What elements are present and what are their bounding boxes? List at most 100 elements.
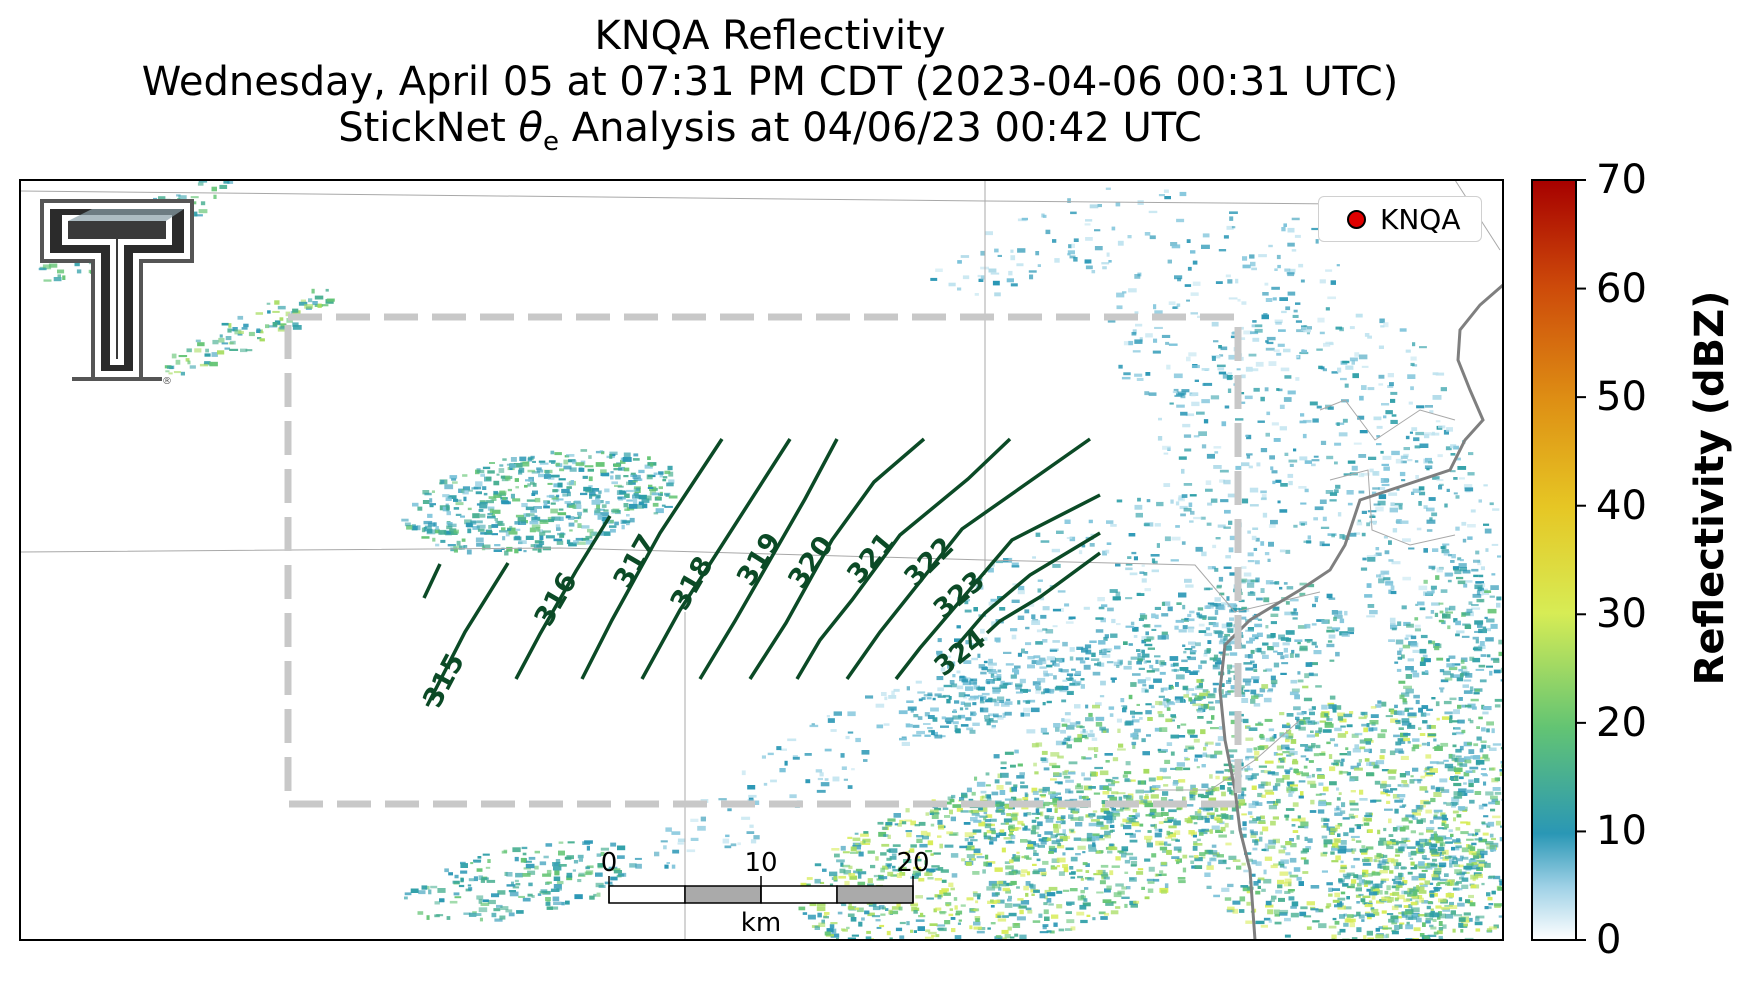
radar-echo xyxy=(1064,769,1069,773)
radar-echo xyxy=(1402,804,1407,807)
radar-echo xyxy=(919,843,928,848)
radar-echo xyxy=(280,323,287,328)
radar-echo xyxy=(1134,504,1143,510)
radar-echo xyxy=(1218,640,1226,645)
radar-echo xyxy=(1390,590,1397,595)
radar-echo xyxy=(1095,716,1105,721)
radar-echo xyxy=(1080,878,1084,881)
radar-echo xyxy=(1123,824,1132,830)
radar-echo xyxy=(1308,760,1314,763)
radar-echo xyxy=(1206,522,1212,526)
radar-echo xyxy=(1056,857,1066,863)
radar-echo xyxy=(898,710,908,715)
radar-echo xyxy=(1188,502,1193,507)
radar-echo xyxy=(1116,499,1123,503)
radar-echo xyxy=(1076,783,1081,787)
radar-echo xyxy=(1279,909,1289,914)
radar-echo xyxy=(1288,896,1295,901)
radar-echo xyxy=(1356,521,1363,526)
radar-echo xyxy=(1049,847,1057,853)
radar-echo xyxy=(1467,472,1475,476)
radar-echo xyxy=(1461,671,1470,676)
radar-echo xyxy=(1198,623,1205,627)
radar-echo xyxy=(1438,898,1447,903)
radar-echo xyxy=(653,472,658,476)
radar-echo xyxy=(860,833,869,837)
radar-echo xyxy=(596,508,605,511)
radar-echo xyxy=(573,540,579,544)
radar-echo xyxy=(819,772,824,777)
radar-echo xyxy=(1264,387,1269,392)
radar-echo xyxy=(1472,657,1481,663)
radar-echo xyxy=(961,794,968,799)
radar-echo xyxy=(1288,889,1295,892)
radar-echo xyxy=(1410,642,1419,648)
radar-echo xyxy=(1265,668,1273,672)
radar-echo xyxy=(1465,899,1471,904)
radar-echo xyxy=(448,495,457,499)
radar-echo xyxy=(1306,332,1310,335)
radar-echo xyxy=(1192,846,1198,851)
radar-echo xyxy=(1344,848,1353,853)
radar-echo xyxy=(948,882,954,887)
radar-echo xyxy=(1389,617,1396,622)
radar-echo xyxy=(1405,349,1411,353)
radar-echo xyxy=(831,848,840,851)
radar-echo xyxy=(1399,694,1405,700)
radar-echo xyxy=(1273,607,1279,610)
radar-echo xyxy=(585,866,590,870)
radar-echo xyxy=(1202,752,1208,757)
radar-echo xyxy=(633,453,639,457)
radar-echo xyxy=(546,869,552,875)
radar-echo xyxy=(1478,628,1487,634)
radar-echo xyxy=(926,897,934,900)
radar-echo xyxy=(1407,374,1416,379)
radar-echo xyxy=(1220,689,1224,695)
radar-echo xyxy=(798,906,806,911)
radar-echo xyxy=(1328,754,1333,759)
radar-echo xyxy=(1496,602,1501,608)
radar-echo xyxy=(404,896,408,900)
radar-echo xyxy=(1216,818,1223,823)
radar-echo xyxy=(1302,419,1312,423)
radar-echo xyxy=(1396,794,1406,798)
radar-echo xyxy=(514,521,520,525)
radar-echo xyxy=(424,492,432,496)
radar-echo xyxy=(910,902,918,907)
radar-echo xyxy=(1400,755,1409,760)
radar-echo xyxy=(1345,747,1349,751)
radar-echo xyxy=(1068,790,1074,794)
theta-symbol: θ xyxy=(518,105,543,151)
radar-echo xyxy=(1380,749,1386,754)
radar-echo xyxy=(1079,725,1085,729)
radar-echo xyxy=(983,835,992,840)
radar-echo xyxy=(1033,852,1039,856)
radar-echo xyxy=(1024,825,1028,830)
radar-echo xyxy=(1364,594,1373,598)
radar-echo xyxy=(175,359,181,365)
radar-echo xyxy=(1061,723,1068,727)
radar-echo xyxy=(1490,585,1499,590)
radar-echo xyxy=(1188,746,1195,750)
radar-echo xyxy=(1318,782,1324,786)
radar-echo xyxy=(62,275,66,280)
radar-echo xyxy=(1244,689,1250,692)
radar-echo xyxy=(1025,626,1030,630)
radar-echo xyxy=(1339,753,1348,756)
radar-echo xyxy=(1185,584,1194,588)
radar-echo xyxy=(1356,901,1360,904)
radar-echo xyxy=(1140,614,1148,620)
radar-echo xyxy=(1065,779,1074,783)
radar-echo xyxy=(480,473,485,477)
radar-echo xyxy=(936,654,941,659)
radar-echo xyxy=(1213,446,1222,449)
radar-echo xyxy=(1356,762,1361,766)
radar-echo xyxy=(1060,820,1066,825)
radar-echo xyxy=(1388,818,1392,824)
radar-echo xyxy=(937,687,944,692)
radar-echo xyxy=(1419,661,1426,666)
radar-echo xyxy=(1418,886,1425,891)
title-line-2: Wednesday, April 05 at 07:31 PM CDT (202… xyxy=(141,59,1399,105)
radar-echo xyxy=(1115,809,1124,812)
radar-echo xyxy=(1196,838,1201,842)
